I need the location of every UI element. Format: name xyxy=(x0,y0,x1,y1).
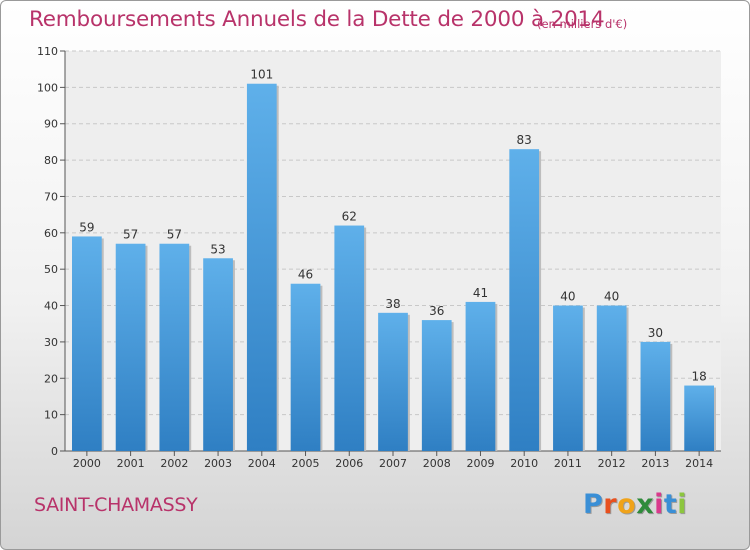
bar-value-label: 46 xyxy=(298,268,313,282)
bar-value-label: 40 xyxy=(560,290,575,304)
bar-value-label: 38 xyxy=(385,297,400,311)
x-tick-label: 2002 xyxy=(160,457,188,470)
bar xyxy=(71,236,102,451)
bar-value-label: 57 xyxy=(123,228,138,242)
x-tick-label: 2006 xyxy=(335,457,363,470)
y-tick-label: 90 xyxy=(44,118,58,131)
logo-letter: o xyxy=(617,489,637,520)
proxiti-logo[interactable]: Proxiti xyxy=(583,489,687,520)
y-tick-label: 100 xyxy=(37,81,58,94)
bar-value-label: 30 xyxy=(648,326,663,340)
bar xyxy=(290,283,321,451)
x-tick-label: 2000 xyxy=(73,457,101,470)
bar xyxy=(421,320,452,451)
y-tick-label: 80 xyxy=(44,154,58,167)
x-tick-label: 2008 xyxy=(423,457,451,470)
bar xyxy=(553,305,583,451)
bar xyxy=(596,305,627,451)
y-tick-label: 10 xyxy=(44,409,58,422)
y-tick-label: 60 xyxy=(44,227,58,240)
value-labels: 59 57 57 53 101 46 62 38 36 41 83 40 40 30 18 xyxy=(79,68,707,384)
bar-value-label: 83 xyxy=(517,133,532,147)
y-tick-label: 50 xyxy=(44,263,58,276)
x-tick-label: 2013 xyxy=(641,457,669,470)
bar xyxy=(640,341,671,451)
logo-letter: x xyxy=(636,489,655,520)
bar xyxy=(159,243,190,451)
y-tick-label: 0 xyxy=(51,445,58,458)
y-tick-label: 30 xyxy=(44,336,58,349)
y-tick-label: 20 xyxy=(44,372,58,385)
commune-name: SAINT-CHAMASSY xyxy=(34,494,198,516)
bar-value-label: 36 xyxy=(429,304,444,318)
chart-title: Remboursements Annuels de la Dette de 20… xyxy=(29,7,605,32)
x-tick-label: 2011 xyxy=(554,457,582,470)
x-tick-label: 2014 xyxy=(685,457,713,470)
y-tick-label: 40 xyxy=(44,300,58,313)
logo-letter: i xyxy=(677,489,688,520)
bar-value-label: 62 xyxy=(342,210,357,224)
bar-value-label: 57 xyxy=(167,228,182,242)
bar-value-label: 101 xyxy=(250,68,273,82)
logo-letter: i xyxy=(654,489,664,520)
bar xyxy=(509,149,540,451)
bar-value-label: 40 xyxy=(604,290,619,304)
logo-letter: r xyxy=(603,489,618,520)
axes: 0 10 20 30 40 50 60 70 80 90 100 110 2000 2001 2002 200… xyxy=(37,45,721,470)
bar-value-label: 59 xyxy=(79,220,94,234)
bar xyxy=(684,385,715,451)
bars xyxy=(71,83,717,452)
x-tick-label: 2012 xyxy=(598,457,626,470)
bar xyxy=(115,243,146,451)
bar xyxy=(246,83,277,452)
logo-letter: P xyxy=(583,489,604,520)
bar xyxy=(465,301,496,451)
bar-value-label: 41 xyxy=(473,286,488,300)
logo-letter: t xyxy=(663,489,678,520)
x-tick-label: 2010 xyxy=(510,457,538,470)
bar xyxy=(378,312,408,451)
bar xyxy=(203,258,233,451)
x-tick-label: 2001 xyxy=(117,457,145,470)
x-tick-label: 2005 xyxy=(292,457,320,470)
x-tick-label: 2004 xyxy=(248,457,276,470)
x-tick-label: 2003 xyxy=(204,457,232,470)
chart-subtitle: (en milliers d'€) xyxy=(537,17,628,31)
y-tick-label: 70 xyxy=(44,190,58,203)
bar-value-label: 53 xyxy=(210,242,225,256)
x-tick-label: 2007 xyxy=(379,457,407,470)
bar-value-label: 18 xyxy=(691,370,706,384)
bar xyxy=(334,225,365,451)
x-tick-label: 2009 xyxy=(466,457,494,470)
y-tick-label: 110 xyxy=(37,45,58,58)
